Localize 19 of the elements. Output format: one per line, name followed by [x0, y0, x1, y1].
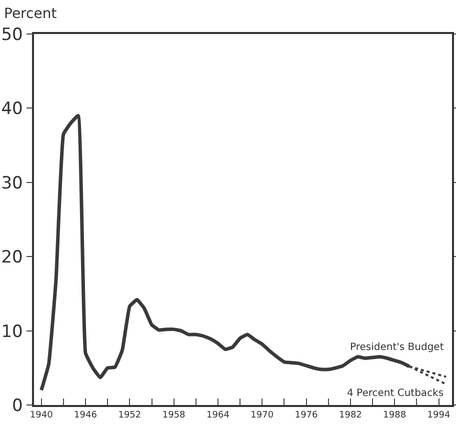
x-tick-label: 1988 — [383, 410, 406, 421]
y-tick-label: 50 — [1, 24, 23, 45]
y-tick-label: 40 — [1, 99, 23, 120]
x-tick-label: 1976 — [294, 410, 318, 421]
y-axis-title: Percent — [4, 6, 58, 22]
x-tick-label: 1946 — [74, 410, 98, 421]
y-tick-label: 10 — [1, 322, 23, 342]
x-tick-label: 1964 — [206, 410, 230, 421]
y-tick-label: 20 — [1, 248, 23, 268]
text: President's Budget — [350, 342, 444, 353]
x-tick-label: 1994 — [427, 410, 450, 421]
y-tick-label: 0 — [12, 396, 23, 416]
x-tick-label: 1940 — [30, 410, 54, 421]
x-tick-label: 1958 — [162, 410, 186, 421]
series-label: 4 Percent Cutbacks — [347, 388, 444, 399]
x-tick-label: 1952 — [118, 410, 142, 421]
x-tick-label: 1970 — [250, 410, 274, 421]
x-tick-label: 1982 — [338, 410, 362, 421]
y-tick-label: 30 — [1, 173, 23, 194]
